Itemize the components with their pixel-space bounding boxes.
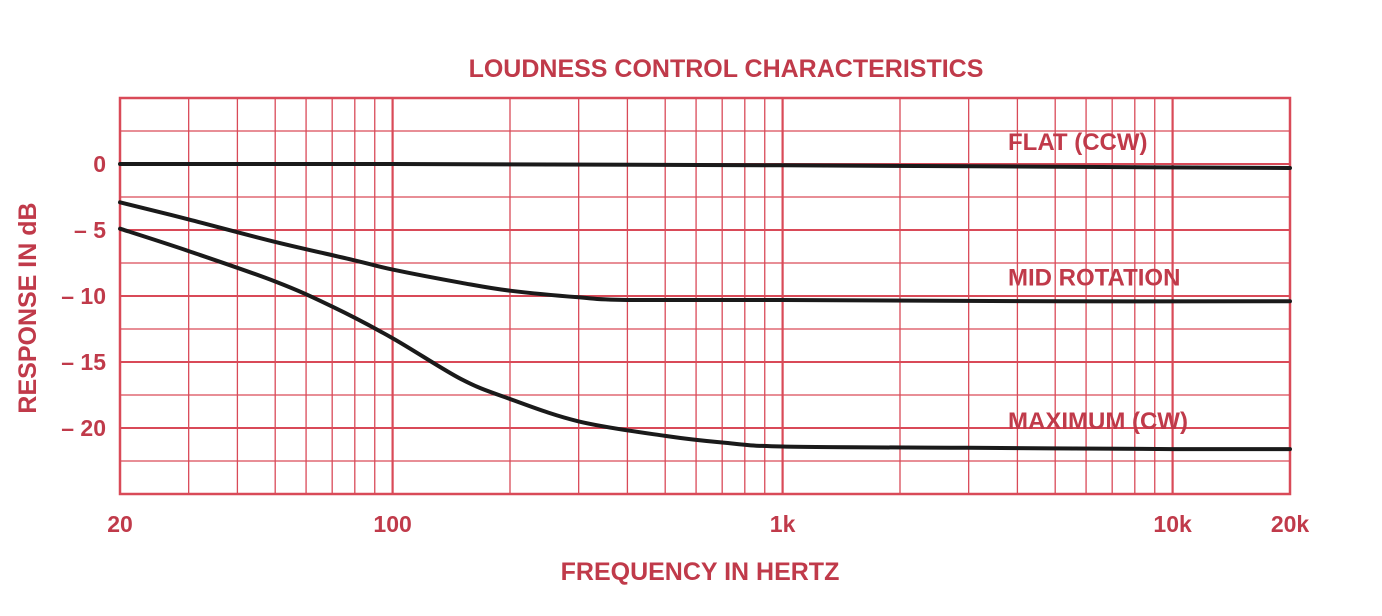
y-tick-label: – 15 bbox=[61, 349, 106, 375]
series-line-2 bbox=[118, 226, 1292, 452]
y-axis-label: RESPONSE IN dB bbox=[14, 202, 42, 413]
series-label-2: MAXIMUM (CW) bbox=[1008, 408, 1188, 435]
y-tick-label: – 20 bbox=[61, 415, 106, 441]
y-tick-label: 0 bbox=[93, 151, 106, 177]
chart-title: LOUDNESS CONTROL CHARACTERISTICS bbox=[469, 55, 984, 83]
y-tick-label: – 5 bbox=[74, 217, 106, 243]
series-label-0: FLAT (CCW) bbox=[1008, 129, 1148, 156]
x-tick-label: 20 bbox=[107, 511, 133, 537]
x-tick-label: 20k bbox=[1271, 511, 1310, 537]
x-tick-label: 10k bbox=[1153, 511, 1192, 537]
series-line-1 bbox=[118, 200, 1292, 304]
series-labels: FLAT (CCW) MID ROTATION MAXIMUM (CW) bbox=[1008, 129, 1188, 435]
series-lines bbox=[118, 161, 1292, 452]
x-tick-label: 1k bbox=[770, 511, 796, 537]
x-tick-label: 100 bbox=[373, 511, 411, 537]
y-tick-label: – 10 bbox=[61, 283, 106, 309]
series-label-1: MID ROTATION bbox=[1008, 264, 1180, 291]
x-axis-label: FREQUENCY IN HERTZ bbox=[561, 558, 840, 586]
tick-labels: 20 100 1k 10k 20k 0 – 5 – 10 – 15 – 20 bbox=[61, 151, 1309, 537]
series-line-0 bbox=[118, 161, 1292, 170]
